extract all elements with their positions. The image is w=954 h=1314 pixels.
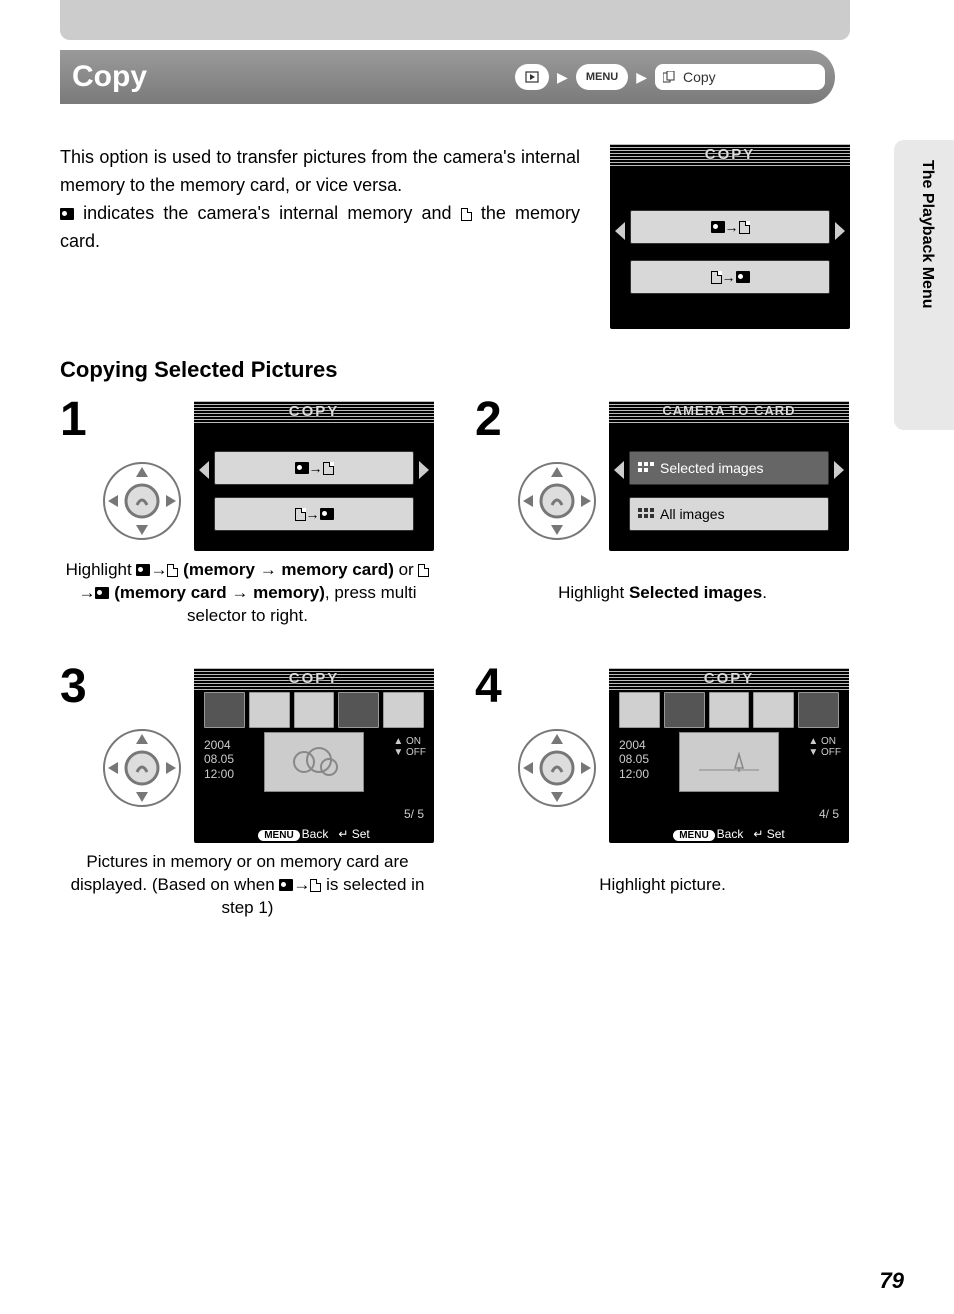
step-3-preview <box>264 732 364 792</box>
lcd-right-arrow-icon <box>834 461 844 479</box>
ts1: 2004 <box>619 738 649 752</box>
s1-cap-d: (memory card → memory) <box>114 583 325 602</box>
step-4-preview <box>679 732 779 792</box>
menu-btn-label: MENU <box>673 830 714 841</box>
intro-para-2: indicates the camera's internal memory a… <box>60 200 580 256</box>
step-3-timestamp: 2004 08.05 12:00 <box>204 738 234 781</box>
breadcrumb-copy: Copy <box>655 64 825 90</box>
step-3: 3 COPY 2004 08.05 12:00 ▲ ON <box>60 668 435 920</box>
step-4-lcd-title: COPY <box>609 670 849 687</box>
subheading: Copying Selected Pictures <box>60 357 904 383</box>
ts1: 2004 <box>204 738 234 752</box>
step-4-counter: 4/ 5 <box>819 807 839 821</box>
step-3-thumbs <box>204 692 424 728</box>
breadcrumb-menu: MENU <box>576 64 628 90</box>
step-3-lcd-title: COPY <box>194 670 434 687</box>
breadcrumb: ▶ MENU ▶ Copy <box>515 64 825 90</box>
intro-lcd-title: COPY <box>610 146 850 163</box>
step-4-caption: Highlight picture. <box>475 874 850 897</box>
step-1-num: 1 <box>60 401 90 439</box>
step-2: 2 CAMERA TO CARD Selected images All ima… <box>475 401 850 628</box>
lcd-left-arrow-icon <box>614 461 624 479</box>
step-2-dpad-icon <box>517 461 597 541</box>
step-1-option-1: → <box>214 451 414 485</box>
side-tab-label: The Playback Menu <box>918 160 936 309</box>
step-1-lcd-title: COPY <box>194 403 434 420</box>
breadcrumb-arrow-1: ▶ <box>557 69 568 86</box>
set-label: Set <box>352 827 370 841</box>
step-1-lcd: COPY → → <box>194 401 434 551</box>
section-title: Copy <box>72 60 147 94</box>
on-label: ON <box>821 736 836 747</box>
off-label: OFF <box>821 747 841 758</box>
step-1-option-2: → <box>214 497 414 531</box>
step-3-counter: 5/ 5 <box>404 807 424 821</box>
intro-lcd-option-2: → <box>630 260 830 294</box>
step-2-lcd-title: CAMERA TO CARD <box>609 403 849 418</box>
step-4-timestamp: 2004 08.05 12:00 <box>619 738 649 781</box>
ts3: 12:00 <box>619 767 649 781</box>
step-3-lcd: COPY 2004 08.05 12:00 ▲ ON ▼ OFF 5/ 5 <box>194 668 434 843</box>
ts2: 08.05 <box>619 752 649 766</box>
step-1: 1 COPY → → Highlight → (memory → memory … <box>60 401 435 628</box>
s2-cap-c: . <box>762 583 767 602</box>
step-2-opt2-label: All images <box>660 506 725 522</box>
step-3-dpad-icon <box>102 728 182 808</box>
step-2-lcd: CAMERA TO CARD Selected images All image… <box>609 401 849 551</box>
lcd-right-arrow-icon <box>835 222 845 240</box>
step-3-footer: MENUBack ↵ Set <box>194 827 434 841</box>
step-4-num: 4 <box>475 668 505 706</box>
s1-cap-a: Highlight <box>66 560 137 579</box>
breadcrumb-play-icon <box>515 64 549 90</box>
s1-cap-c: or <box>394 560 419 579</box>
back-label: Back <box>717 827 744 841</box>
memory-icon <box>60 208 74 220</box>
step-1-caption: Highlight → (memory → memory card) or → … <box>60 559 435 628</box>
lcd-left-arrow-icon <box>615 222 625 240</box>
step-2-option-2: All images <box>629 497 829 531</box>
lcd-left-arrow-icon <box>199 461 209 479</box>
card-icon <box>461 208 472 221</box>
back-label: Back <box>302 827 329 841</box>
page-number: 79 <box>880 1268 904 1294</box>
s2-cap-a: Highlight <box>558 583 629 602</box>
intro-text: This option is used to transfer pictures… <box>60 144 580 329</box>
off-label: OFF <box>406 747 426 758</box>
intro-lcd: COPY → → <box>610 144 850 329</box>
menu-btn-label: MENU <box>258 830 299 841</box>
step-4-onoff: ▲ ON ▼ OFF <box>808 736 841 758</box>
s1-cap-b: (memory → memory card) <box>183 560 394 579</box>
step-4-footer: MENUBack ↵ Set <box>609 827 849 841</box>
top-band-decor <box>60 0 850 40</box>
section-title-bar: Copy ▶ MENU ▶ Copy <box>60 50 835 104</box>
step-3-num: 3 <box>60 668 90 706</box>
ts2: 08.05 <box>204 752 234 766</box>
intro-p2a: indicates the camera's internal memory a… <box>74 203 461 223</box>
breadcrumb-arrow-2: ▶ <box>636 69 647 86</box>
intro-lcd-option-1: → <box>630 210 830 244</box>
breadcrumb-copy-label: Copy <box>683 69 716 85</box>
on-label: ON <box>406 736 421 747</box>
step-2-option-1: Selected images <box>629 451 829 485</box>
step-2-caption: Highlight Selected images. <box>475 582 850 605</box>
step-1-dpad-icon <box>102 461 182 541</box>
step-4-dpad-icon <box>517 728 597 808</box>
step-3-onoff: ▲ ON ▼ OFF <box>393 736 426 758</box>
step-4: 4 COPY 2004 08.05 12:00 ▲ ON <box>475 668 850 920</box>
lcd-right-arrow-icon <box>419 461 429 479</box>
step-2-opt1-label: Selected images <box>660 460 764 476</box>
step-4-thumbs <box>619 692 839 728</box>
intro-para-1: This option is used to transfer pictures… <box>60 144 580 200</box>
step-3-caption: Pictures in memory or on memory card are… <box>60 851 435 920</box>
s2-cap-b: Selected images <box>629 583 762 602</box>
set-label: Set <box>767 827 785 841</box>
ts3: 12:00 <box>204 767 234 781</box>
step-2-num: 2 <box>475 401 505 439</box>
step-4-lcd: COPY 2004 08.05 12:00 ▲ ON ▼ OFF 4/ 5 <box>609 668 849 843</box>
